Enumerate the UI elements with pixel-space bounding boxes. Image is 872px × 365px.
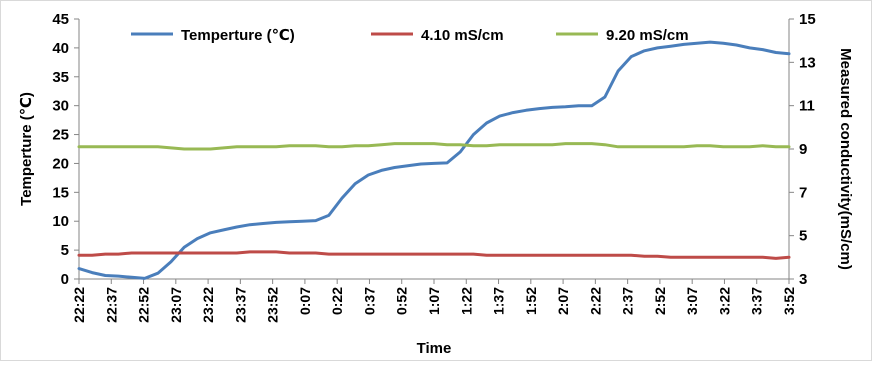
y-tick-label: 0 xyxy=(61,271,69,288)
x-tick-label: 22:22 xyxy=(71,287,87,323)
series-line-2 xyxy=(77,250,791,260)
y2-tick-label: 5 xyxy=(799,228,807,245)
y-tick-label: 30 xyxy=(52,98,69,115)
y-tick-label: 10 xyxy=(52,213,69,230)
x-tick-label: 0:52 xyxy=(394,287,410,315)
y2-tick-label: 13 xyxy=(799,54,816,71)
y-tick-label: 20 xyxy=(52,155,69,172)
x-tick-label: 23:52 xyxy=(265,287,281,323)
x-tick-label: 2:37 xyxy=(620,287,636,315)
x-axis-title: Time xyxy=(417,340,452,357)
x-tick-label: 3:22 xyxy=(716,287,732,315)
legend-label-3: 9.20 mS/cm xyxy=(606,27,689,44)
x-tick-label: 22:37 xyxy=(103,287,119,323)
y-tick-label: 15 xyxy=(52,184,69,201)
x-tick-label: 2:52 xyxy=(652,287,668,315)
x-tick-label: 1:37 xyxy=(491,287,507,315)
x-tick-label: 0:22 xyxy=(329,287,345,315)
y-tick-label: 5 xyxy=(61,242,69,259)
y-axis-title: Temperture (℃) xyxy=(18,92,35,206)
x-tick-label: 3:52 xyxy=(781,287,797,315)
x-tick-label: 0:07 xyxy=(297,287,313,315)
series-line-3 xyxy=(77,142,791,151)
legend: Temperture (℃) 4.10 mS/cm 9.20 mS/cm xyxy=(131,27,689,44)
y2-tick-label: 7 xyxy=(799,184,807,201)
y2-tick-label: 3 xyxy=(799,271,807,288)
y2-tick-label: 11 xyxy=(799,98,815,115)
y-tick-label: 25 xyxy=(52,127,69,144)
x-tick-label: 23:22 xyxy=(200,287,216,323)
x-tick-label: 2:07 xyxy=(555,287,571,315)
series-group xyxy=(77,40,791,280)
x-tick-label: 3:07 xyxy=(684,287,700,315)
legend-label-1: Temperture (℃) xyxy=(181,27,295,44)
legend-label-2: 4.10 mS/cm xyxy=(421,27,504,44)
x-tick-label: 3:37 xyxy=(749,287,765,315)
x-tick-label: 22:52 xyxy=(136,287,152,323)
x-tick-label: 23:07 xyxy=(168,287,184,323)
x-tick-label: 0:37 xyxy=(361,287,377,315)
x-tick-label: 1:07 xyxy=(426,287,442,315)
x-tick-label: 1:22 xyxy=(458,287,474,315)
series-line-1 xyxy=(77,40,791,280)
y2-tick-label: 9 xyxy=(799,141,807,158)
y2-axis-title: Measured conductivity(mS/cm) xyxy=(837,48,854,270)
x-tick-label: 1:52 xyxy=(523,287,539,315)
y-tick-label: 45 xyxy=(52,11,69,28)
y2-tick-label: 15 xyxy=(799,11,816,28)
y-tick-label: 35 xyxy=(52,69,69,86)
x-tick-label: 2:22 xyxy=(587,287,603,315)
x-tick-label: 23:37 xyxy=(232,287,248,323)
y-tick-label: 40 xyxy=(52,40,69,57)
